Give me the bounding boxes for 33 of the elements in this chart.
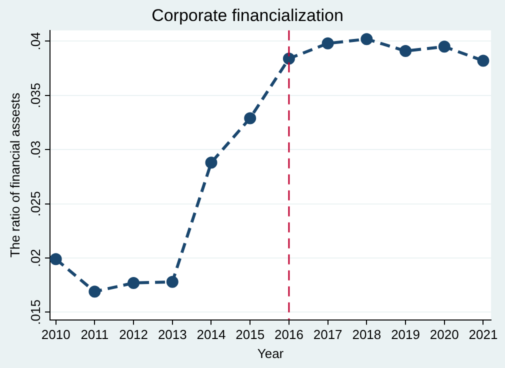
point [128,276,140,289]
point [438,40,450,53]
y-tick-label: .03 [28,140,44,159]
x-tick-label: 2021 [468,327,498,342]
y-axis-title: The ratio of financial assests [7,92,22,258]
x-tick-label: 2012 [119,327,148,342]
point [360,33,373,46]
y-tick-label: .025 [28,191,44,216]
y-tick-label: .04 [28,32,44,50]
point [400,44,412,57]
point [244,112,256,124]
x-tick-label: 2013 [158,327,187,342]
x-tick-label: 2018 [352,327,382,342]
x-tick-label: 2016 [274,327,304,342]
point [322,37,334,50]
chart-title: Corporate financialization [152,6,344,25]
y-tick-label: .035 [28,82,44,108]
point [282,52,295,65]
x-tick-label: 2019 [391,327,420,342]
x-tick-label: 2020 [430,327,459,342]
x-tick-label: 2015 [236,327,265,342]
x-tick-label: 2011 [80,327,109,342]
x-tick-label: 2014 [196,327,226,342]
x-tick-label: 2017 [313,327,342,342]
point [166,276,178,288]
point [205,156,218,169]
point [88,286,101,298]
x-tick-label: 2010 [41,327,70,342]
point [50,253,62,266]
y-tick-label: .02 [28,248,44,268]
y-tick-label: .015 [28,300,44,325]
x-axis-title: Year [257,346,284,361]
point [477,54,490,67]
